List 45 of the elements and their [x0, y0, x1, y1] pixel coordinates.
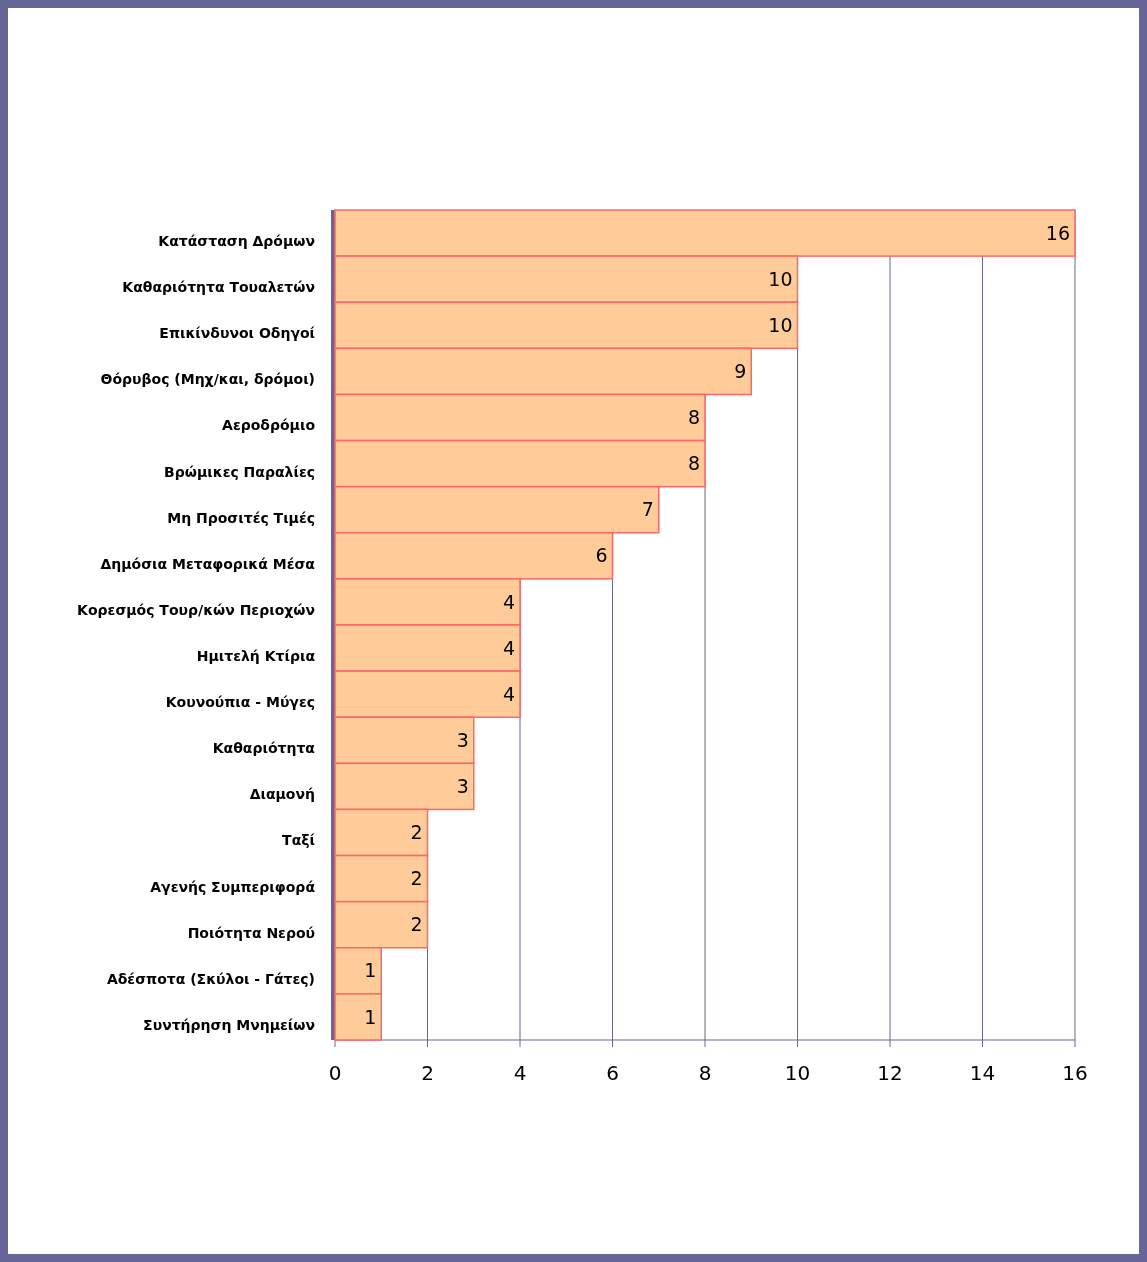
- data-label: 16: [1045, 221, 1070, 244]
- data-label: 2: [410, 821, 423, 844]
- data-label: 2: [410, 867, 423, 890]
- data-label: 3: [456, 728, 469, 751]
- y-tick-label: Ταξί: [282, 832, 315, 849]
- x-tick-label: 12: [877, 1061, 903, 1085]
- x-tick-label: 2: [421, 1061, 434, 1085]
- x-tick-label: 16: [1062, 1061, 1088, 1085]
- data-label: 6: [595, 544, 608, 567]
- y-tick-label: Κατάσταση Δρόμων: [158, 232, 315, 249]
- x-tick-label: 10: [784, 1061, 811, 1085]
- data-label: 4: [502, 682, 515, 705]
- data-label: 9: [734, 360, 747, 383]
- x-tick-label: 8: [698, 1061, 712, 1085]
- x-tick-label: 0: [328, 1061, 342, 1085]
- y-tick-label: Αγενής Συμπεριφορά: [150, 878, 316, 895]
- y-tick-label: Κουνούπια - Μύγες: [165, 694, 315, 711]
- x-tick-label: 6: [606, 1061, 619, 1085]
- y-tick-label: Ποιότητα Νερού: [187, 924, 315, 941]
- y-tick-label: Βρώμικες Παραλίες: [164, 463, 315, 480]
- data-label: 1: [364, 959, 377, 982]
- y-tick-label: Καθαριότητα: [212, 740, 316, 757]
- data-label: 7: [641, 498, 654, 521]
- y-tick-label: Διαμονή: [249, 786, 315, 803]
- data-label: 10: [768, 267, 793, 290]
- y-tick-label: Αεροδρόμιο: [222, 417, 316, 434]
- data-label: 10: [768, 313, 793, 336]
- y-tick-label: Δημόσια Μεταφορικά Μέσα: [100, 555, 316, 572]
- y-tick-label: Ημιτελή Κτίρια: [196, 647, 316, 664]
- y-tick-label: Επικίνδυνοι Οδηγοί: [159, 325, 315, 342]
- y-tick-label: Συντήρηση Μνημείων: [143, 1016, 315, 1033]
- y-tick-label: Αδέσποτα (Σκύλοι - Γάτες): [106, 970, 315, 987]
- data-label: 4: [502, 636, 515, 659]
- data-label: 4: [502, 590, 515, 613]
- data-label: 1: [364, 1005, 377, 1028]
- data-label: 8: [687, 452, 700, 475]
- y-tick-label: Καθαριότητα Τουαλετών: [122, 279, 315, 296]
- x-tick-label: 14: [969, 1061, 996, 1085]
- data-label: 8: [687, 406, 700, 429]
- data-label: 2: [410, 913, 423, 936]
- data-label: 3: [456, 775, 469, 798]
- y-tick-label: Μη Προσιτές Τιμές: [167, 509, 315, 526]
- y-tick-label: Κορεσμός Τουρ/κών Περιοχών: [77, 601, 315, 618]
- y-tick-label: Θόρυβος (Μηχ/και, δρόμοι): [100, 371, 315, 388]
- x-tick-label: 4: [513, 1061, 527, 1085]
